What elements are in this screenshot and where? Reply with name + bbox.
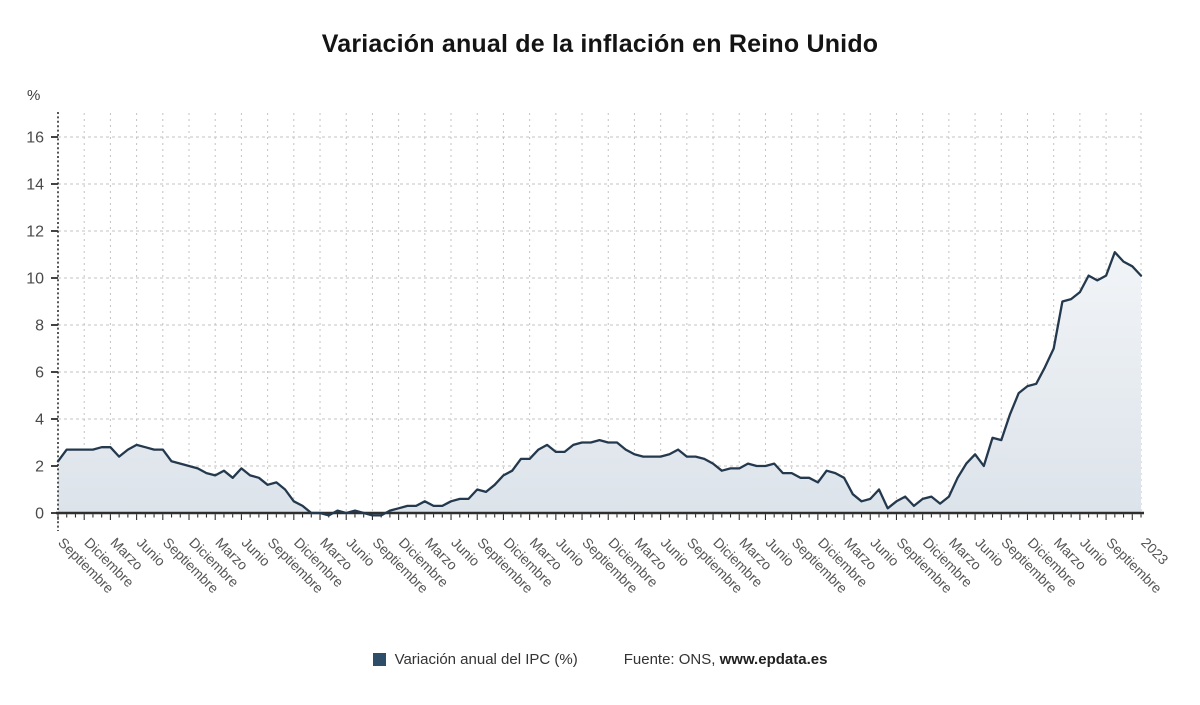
y-tick-label: 14 <box>26 177 44 194</box>
source-text: Fuente: ONS, www.epdata.es <box>624 651 828 668</box>
series-swatch <box>372 653 386 666</box>
y-tick-label: 2 <box>35 459 44 476</box>
chart-legend: Variación anual del IPC (%) Fuente: ONS,… <box>0 651 1200 668</box>
series-legend-label: Variación anual del IPC (%) <box>394 651 578 668</box>
source-link[interactable]: www.epdata.es <box>719 651 828 668</box>
y-tick-label: 6 <box>35 365 44 382</box>
series-area-fill <box>58 252 1141 516</box>
y-tick-labels: 0 2 4 6 8 10 12 14 16 <box>26 130 44 523</box>
y-tick-label: 8 <box>35 318 44 335</box>
series-line <box>56 251 1143 517</box>
vertical-gridlines <box>83 113 1142 513</box>
x-tick-labels: SeptiembreDiciembreMarzoJunioSeptiembreD… <box>55 534 1172 596</box>
y-tick-label: 12 <box>26 224 44 241</box>
horizontal-gridlines <box>58 136 1142 467</box>
y-axis-unit-label: % <box>27 87 41 104</box>
source-prefix: Fuente: ONS, <box>623 651 720 668</box>
chart-title: Variación anual de la inflación en Reino… <box>321 30 879 58</box>
y-tick-label: 16 <box>26 130 44 147</box>
y-tick-label: 4 <box>35 412 44 429</box>
y-tick-label: 10 <box>26 271 44 288</box>
y-tick-label: 0 <box>35 506 44 523</box>
